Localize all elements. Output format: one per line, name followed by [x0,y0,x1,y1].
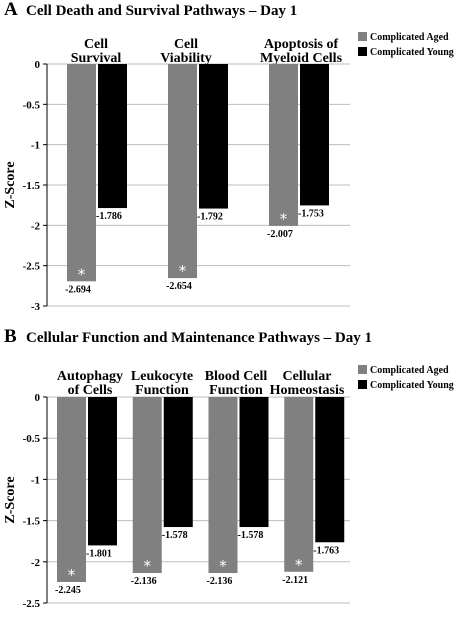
legend-swatch [358,47,367,56]
significance-marker: * [295,556,303,574]
y-tick-label: 0 [35,392,41,404]
category-label: Homeostasis [270,383,345,398]
legend-swatch [358,365,367,374]
category-label: Cellular [283,369,332,384]
bar [239,397,269,528]
significance-marker: * [68,566,76,584]
data-label: -1.786 [96,211,122,222]
y-tick-label: -1 [31,140,40,152]
category-label: Function [209,383,263,398]
significance-marker: * [78,265,86,283]
y-tick-label: -2.5 [23,261,41,273]
data-label: -2.007 [267,229,293,240]
category-label: Survival [71,51,122,66]
bar [57,397,86,582]
y-axis-label: Z-Score [3,161,18,208]
panel-letter: B [4,326,17,347]
category-label: Apoptosis of [264,37,339,52]
category-label: Viability [160,51,212,66]
legend-swatch [358,32,367,41]
bar [315,397,345,543]
y-tick-label: -1 [31,474,40,486]
panel-letter: A [4,0,18,20]
category-label: Cell [174,37,198,52]
y-tick-label: -1.5 [23,180,41,192]
data-label: -1.578 [238,530,264,541]
bar [269,64,298,226]
data-label: -2.694 [65,284,91,295]
category-label: Function [135,383,189,398]
bar [67,64,96,282]
legend-label: Complicated Young [370,380,454,391]
data-label: -1.578 [162,530,188,541]
chart-title: Cell Death and Survival Pathways – Day 1 [26,3,297,19]
bar [163,397,193,528]
significance-marker: * [219,557,227,575]
bar [132,397,162,574]
data-label: -2.245 [55,585,81,596]
bar [88,397,117,546]
y-tick-label: -0.5 [23,99,41,111]
data-label: -2.136 [207,576,233,587]
y-tick-label: 0 [35,59,41,71]
data-label: -2.654 [166,281,192,292]
bar [168,64,197,279]
y-tick-label: -2 [31,220,41,232]
bar [199,64,228,209]
data-label: -1.792 [197,212,223,223]
y-axis-label: Z-Score [3,476,18,523]
data-label: -1.763 [313,545,339,556]
significance-marker: * [280,210,288,228]
category-label: Cell [84,37,108,52]
legend-label: Complicated Aged [370,32,449,43]
category-label: Blood Cell [205,369,268,384]
bar [98,64,127,209]
data-label: -1.801 [86,548,112,559]
y-tick-label: -2 [31,557,41,569]
data-label: -2.121 [282,575,308,586]
category-label: Myeloid Cells [260,51,343,66]
bar [284,397,314,572]
category-label: Autophagy [57,369,123,384]
legend-label: Complicated Aged [370,365,449,376]
chart-title: Cellular Function and Maintenance Pathwa… [26,330,372,346]
significance-marker: * [144,557,152,575]
y-tick-label: -2.5 [23,598,41,610]
data-label: -1.753 [298,208,324,219]
category-label: of Cells [68,383,113,398]
bar [208,397,238,574]
y-tick-label: -3 [31,301,41,313]
significance-marker: * [179,262,187,280]
legend-label: Complicated Young [370,47,454,58]
bar [300,64,329,206]
category-label: Leukocyte [131,369,193,384]
y-tick-label: -0.5 [23,433,41,445]
data-label: -2.136 [131,576,157,587]
y-tick-label: -1.5 [23,516,41,528]
legend-swatch [358,380,367,389]
